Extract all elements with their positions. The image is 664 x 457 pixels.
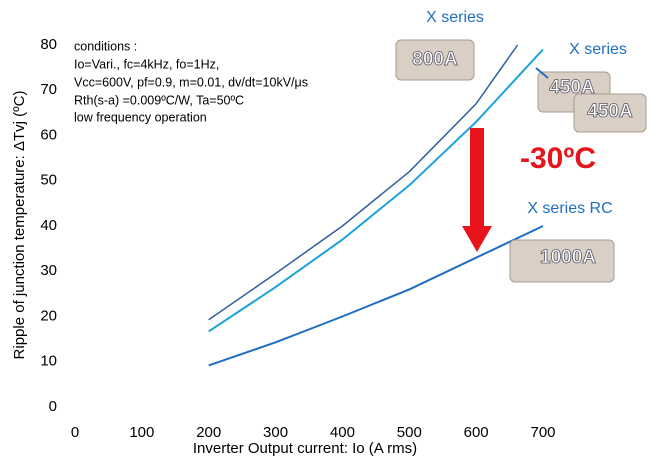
- x-tick-label: 100: [129, 424, 154, 441]
- x-tick-label: 500: [397, 424, 422, 441]
- x-tick-label: 300: [263, 424, 288, 441]
- y-tick-label: 40: [40, 217, 57, 234]
- condition-line: Io=Vari., fc=4kHz, fo=1Hz,: [74, 57, 219, 71]
- series-line: [208, 48, 544, 333]
- x-tick-label: 600: [464, 424, 489, 441]
- x-tick-label: 400: [330, 424, 355, 441]
- condition-line: Rth(s-a) =0.009ºC/W, Ta=50ºC: [74, 93, 244, 107]
- x-tick-label: 0: [71, 424, 79, 441]
- y-tick-label: 50: [40, 172, 57, 189]
- series-line: [208, 44, 519, 321]
- annotation: X series RC: [527, 200, 612, 217]
- y-tick-label: 80: [40, 36, 57, 53]
- module-label: 450A: [587, 101, 633, 122]
- x-axis-label: Inverter Output current: Io (A rms): [193, 440, 417, 457]
- y-tick-label: 60: [40, 126, 57, 143]
- arrow-head: [462, 226, 492, 252]
- y-axis-label: Ripple of junction temperature: ΔTvj (ºC…: [11, 91, 28, 360]
- module-images: 800A 450A 450A 1000A: [395, 39, 647, 283]
- module-icon: [573, 93, 647, 133]
- condition-line: conditions :: [74, 39, 137, 53]
- temperature-arrow: [462, 128, 492, 252]
- annotation: X series: [426, 9, 484, 26]
- series-line: [208, 225, 544, 367]
- arrow-shaft: [470, 128, 484, 228]
- conditions: conditions : Io=Vari., fc=4kHz, fo=1Hz, …: [74, 39, 308, 124]
- annotation: -30ºC: [520, 142, 596, 175]
- y-tick-label: 10: [40, 353, 57, 370]
- annotation: X series: [569, 41, 627, 58]
- condition-line: low frequency operation: [74, 110, 207, 124]
- x-tick-label: 200: [196, 424, 221, 441]
- module-icon: [509, 239, 615, 283]
- module-label: 450A: [549, 77, 595, 98]
- x-tick-label: 700: [530, 424, 555, 441]
- y-tick-label: 20: [40, 307, 57, 324]
- y-tick-label: 70: [40, 81, 57, 98]
- module-icon: [395, 39, 475, 81]
- annotation-arrow: [535, 67, 549, 79]
- module-label: 800A: [412, 49, 458, 70]
- module-label: 1000A: [540, 247, 596, 268]
- condition-line: Vcc=600V, pf=0.9, m=0.01, dv/dt=10kV/μs: [74, 75, 308, 89]
- y-tick-label: 30: [40, 262, 57, 279]
- y-tick-label: 0: [49, 398, 57, 415]
